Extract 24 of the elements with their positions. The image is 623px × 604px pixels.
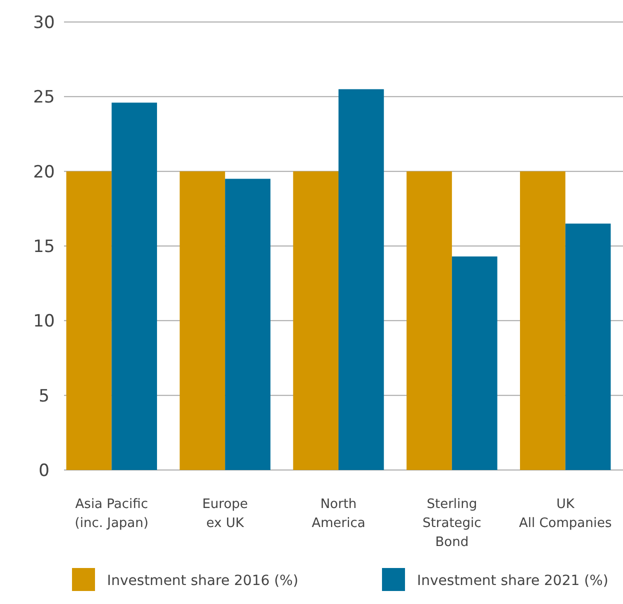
- x-tick-label: North America: [312, 497, 366, 531]
- bar: [66, 171, 112, 470]
- bar: [565, 224, 611, 470]
- y-tick-label: 5: [38, 386, 50, 406]
- y-tick-label: 0: [38, 460, 50, 481]
- bar: [520, 171, 566, 470]
- bar: [406, 171, 452, 470]
- x-tick-label: Asia Pacific (inc. Japan): [74, 497, 148, 531]
- bar: [338, 89, 384, 470]
- y-tick-label: 30: [33, 12, 55, 33]
- legend-label: Investment share 2016 (%): [107, 572, 298, 589]
- bar: [112, 102, 158, 470]
- y-tick-label: 15: [33, 236, 55, 257]
- x-tick-label: Sterling Strategic Bond: [422, 497, 482, 550]
- y-tick-label: 25: [33, 88, 55, 108]
- bar: [180, 171, 226, 470]
- y-tick-label: 10: [33, 312, 55, 332]
- bar: [293, 171, 338, 470]
- x-tick-label: UK All Companies: [518, 497, 612, 531]
- x-tick-label: Europe ex UK: [202, 497, 248, 531]
- legend-label: Investment share 2021 (%): [417, 572, 608, 589]
- bar: [225, 178, 270, 470]
- y-tick-label: 20: [33, 162, 55, 182]
- bar: [452, 256, 498, 470]
